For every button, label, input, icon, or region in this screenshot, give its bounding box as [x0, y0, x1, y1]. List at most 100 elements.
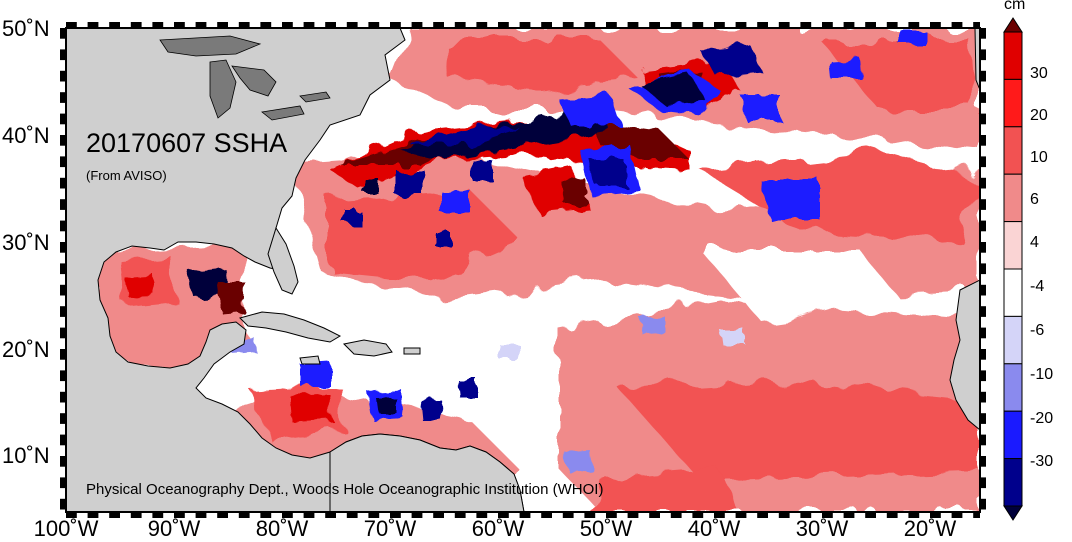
border-tick	[541, 512, 552, 518]
colorbar-label: 6	[1030, 191, 1039, 208]
border-tick	[60, 391, 66, 403]
border-tick	[692, 22, 704, 28]
border-tick	[735, 22, 747, 28]
border-tick	[980, 306, 986, 317]
ssha-field	[66, 28, 980, 512]
border-tick	[980, 413, 986, 424]
colorbar-swatch	[1003, 173, 1023, 223]
border-tick	[800, 22, 812, 28]
border-tick	[303, 512, 315, 518]
border-tick	[951, 512, 963, 518]
border-tick	[670, 512, 682, 518]
border-tick	[130, 22, 142, 28]
border-tick	[757, 512, 768, 518]
border-tick	[562, 512, 574, 518]
border-tick	[980, 284, 986, 296]
border-tick	[800, 512, 812, 518]
border-tick	[411, 22, 423, 28]
border-tick	[865, 512, 876, 518]
colorbar-label: -6	[1030, 322, 1045, 339]
border-tick	[980, 456, 986, 467]
map-title: 20170607 SSHA	[86, 128, 288, 158]
border-tick	[60, 306, 66, 317]
border-tick	[174, 22, 185, 28]
border-tick	[217, 512, 228, 518]
border-tick	[60, 413, 66, 424]
border-tick	[980, 156, 986, 168]
border-tick	[325, 512, 336, 518]
lat-label: 30˚N	[2, 230, 50, 255]
border-tick	[60, 284, 66, 296]
border-tick	[390, 22, 401, 28]
lon-label: 20˚W	[903, 516, 957, 541]
colorbar-label: -20	[1030, 410, 1054, 427]
land-mask	[66, 28, 980, 512]
map-source: (From AVISO)	[86, 168, 167, 183]
border-tick	[886, 512, 898, 518]
border-tick	[980, 70, 986, 82]
border-tick	[843, 22, 855, 28]
border-tick	[390, 512, 401, 518]
border-tick	[217, 22, 228, 28]
lon-label: 40˚W	[687, 516, 741, 541]
border-tick	[908, 512, 920, 518]
border-tick	[60, 370, 66, 382]
border-tick	[476, 512, 488, 518]
colorbar-label: 30	[1030, 65, 1048, 82]
border-tick	[865, 22, 876, 28]
border-tick	[433, 22, 444, 28]
border-tick	[282, 512, 293, 518]
border-tick	[60, 456, 66, 467]
border-tick	[60, 220, 66, 232]
border-tick	[303, 22, 315, 28]
latitude-ticks	[60, 28, 986, 510]
border-tick	[238, 22, 250, 28]
border-tick	[60, 135, 66, 146]
lon-label: 90˚W	[147, 516, 201, 541]
border-tick	[87, 512, 99, 518]
border-tick	[260, 512, 272, 518]
longitude-ticks	[66, 22, 980, 518]
border-tick	[195, 22, 207, 28]
lon-label: 30˚W	[795, 516, 849, 541]
border-tick	[714, 512, 725, 518]
border-tick	[973, 22, 980, 28]
border-tick	[87, 22, 99, 28]
border-tick	[980, 391, 986, 403]
border-tick	[541, 22, 552, 28]
border-tick	[692, 512, 704, 518]
border-tick	[60, 349, 66, 360]
lon-label: 60˚W	[471, 516, 525, 541]
colorbar-swatch	[1003, 221, 1023, 270]
border-tick	[60, 199, 66, 210]
border-tick	[60, 177, 66, 189]
border-tick	[152, 22, 164, 28]
lat-label: 40˚N	[2, 123, 50, 148]
border-tick	[66, 512, 77, 518]
border-tick	[584, 22, 596, 28]
border-tick	[325, 22, 336, 28]
border-tick	[886, 22, 898, 28]
border-tick	[498, 512, 509, 518]
border-tick	[606, 22, 617, 28]
border-tick	[973, 512, 980, 518]
border-tick	[476, 22, 488, 28]
border-tick	[60, 477, 66, 489]
colorbar-label: -30	[1030, 453, 1054, 470]
colorbar-label: 4	[1030, 234, 1039, 251]
great-lakes	[159, 35, 331, 121]
border-tick	[606, 512, 617, 518]
colorbar-label: -10	[1030, 366, 1054, 383]
colorbar-swatch	[1003, 315, 1023, 365]
border-tick	[980, 49, 986, 61]
border-tick	[260, 22, 272, 28]
lon-label: 70˚W	[363, 516, 417, 541]
border-tick	[951, 22, 963, 28]
border-tick	[980, 434, 986, 446]
border-tick	[368, 22, 380, 28]
border-tick	[60, 49, 66, 61]
colorbar-label: -4	[1030, 278, 1045, 295]
border-tick	[498, 22, 509, 28]
border-tick	[980, 28, 986, 39]
lat-label: 10˚N	[2, 443, 50, 468]
